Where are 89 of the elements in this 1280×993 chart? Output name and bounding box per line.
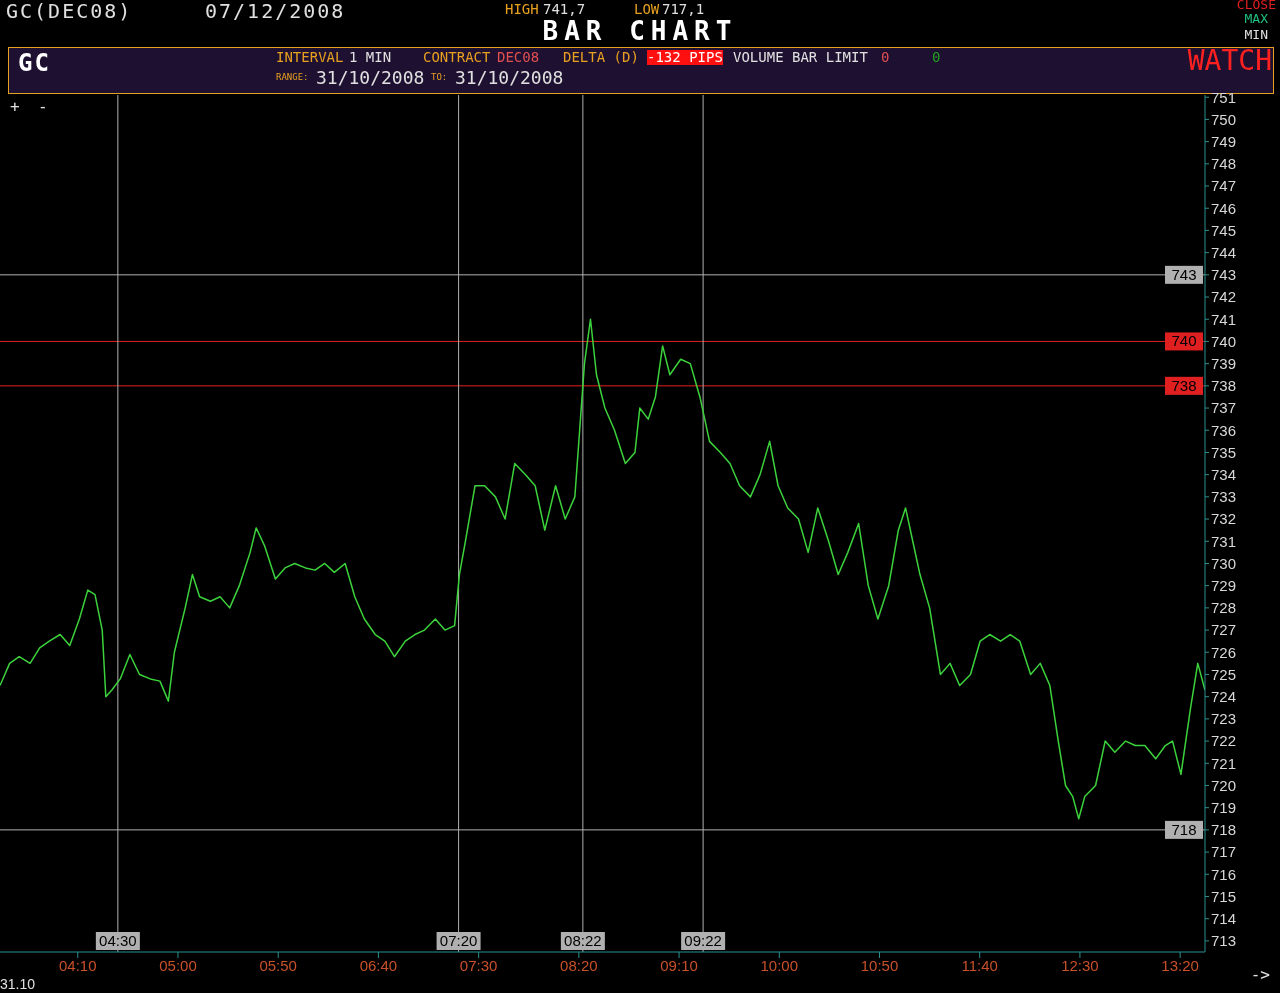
- ref-line-label: 738: [1171, 376, 1197, 394]
- y-tick-label: 719: [1211, 799, 1237, 817]
- text: DEC08: [497, 49, 540, 66]
- ref-line-label: 743: [1171, 265, 1197, 283]
- y-tick-label: 732: [1211, 510, 1237, 528]
- x-tick-label: 05:00: [159, 956, 197, 974]
- ref-line-label: 07:20: [439, 932, 478, 949]
- y-tick-label: 734: [1211, 465, 1237, 483]
- y-tick-label: 740: [1211, 332, 1237, 350]
- x-tick-label: 10:00: [760, 956, 799, 974]
- text: 0: [932, 49, 941, 66]
- text: 741,7: [543, 1, 586, 18]
- y-tick-label: 747: [1211, 177, 1237, 195]
- x-tick-label: 11:40: [961, 956, 998, 974]
- y-tick-label: 751: [1211, 88, 1237, 106]
- y-tick-label: 735: [1211, 443, 1237, 461]
- text: 31.10: [0, 976, 36, 993]
- y-tick-label: 739: [1211, 354, 1237, 372]
- text: CONTRACT: [423, 49, 491, 66]
- y-tick-label: 749: [1211, 132, 1237, 150]
- text: VOLUME BAR LIMIT: [733, 49, 868, 66]
- line-series: [0, 318, 1205, 820]
- text: TO:: [431, 72, 448, 83]
- ref-line-label: 08:22: [564, 932, 602, 949]
- x-tick-label: 10:50: [860, 956, 899, 974]
- ref-line-label: 740: [1171, 332, 1197, 350]
- text: LOW: [634, 1, 660, 18]
- chart-title: BAR CHART: [542, 16, 738, 46]
- x-tick-label: 13:20: [1161, 956, 1199, 974]
- y-tick-label: 718: [1211, 821, 1237, 839]
- text: RANGE:: [276, 72, 309, 83]
- text: WATCH: [1187, 44, 1272, 77]
- text: 31/10/2008: [316, 67, 425, 88]
- y-tick-label: 722: [1211, 732, 1237, 750]
- y-tick-label: 733: [1211, 488, 1237, 506]
- x-tick-label: 09:10: [660, 956, 698, 974]
- ref-line-label: 718: [1171, 820, 1197, 838]
- text: 31/10/2008: [455, 67, 564, 88]
- text: MIN: [1244, 27, 1268, 43]
- text: 717,1: [662, 1, 705, 18]
- y-tick-label: 750: [1211, 110, 1237, 128]
- y-tick-label: 729: [1211, 576, 1237, 594]
- text: CLOSE: [1236, 0, 1276, 13]
- y-tick-label: 723: [1211, 710, 1237, 728]
- y-tick-label: 724: [1211, 688, 1237, 705]
- y-tick-label: 713: [1211, 932, 1237, 950]
- text: 1 MIN: [349, 49, 392, 66]
- y-tick-label: 738: [1211, 377, 1237, 395]
- y-tick-label: 715: [1211, 887, 1237, 905]
- text: -132 PIPS: [647, 49, 723, 66]
- y-tick-label: 728: [1211, 599, 1237, 617]
- y-tick-label: 743: [1211, 266, 1237, 284]
- x-tick-label: 08:20: [560, 956, 598, 974]
- text: GC: [18, 49, 51, 77]
- x-tick-label: 07:30: [459, 956, 498, 974]
- text: MAX: [1244, 11, 1268, 27]
- text: HIGH: [505, 1, 539, 18]
- y-tick-label: 725: [1211, 665, 1237, 683]
- y-tick-label: 714: [1211, 910, 1237, 928]
- x-tick-label: 06:40: [359, 956, 398, 974]
- y-tick-label: 731: [1211, 532, 1237, 550]
- y-tick-label: 717: [1211, 843, 1237, 861]
- y-tick-label: 716: [1211, 865, 1237, 883]
- ref-line-label: 09:22: [684, 932, 722, 949]
- text: DELTA (D): [563, 49, 639, 66]
- y-tick-label: 744: [1211, 243, 1237, 261]
- x-tick-label: 05:50: [259, 956, 297, 974]
- text: INTERVAL: [276, 49, 344, 66]
- y-tick-label: 727: [1211, 621, 1237, 639]
- ref-line-label: 04:30: [99, 932, 137, 949]
- annotation: -: [38, 97, 48, 116]
- y-tick-label: 721: [1211, 754, 1237, 772]
- y-tick-label: 741: [1211, 310, 1237, 328]
- y-tick-label: 737: [1211, 399, 1237, 417]
- text: 07/12/2008: [205, 0, 346, 23]
- text: GC(DEC08): [6, 0, 133, 23]
- text: 0: [881, 49, 890, 66]
- text: ->: [1250, 965, 1270, 984]
- y-tick-label: 726: [1211, 643, 1237, 661]
- x-tick-label: 04:10: [59, 956, 97, 974]
- annotation: +: [10, 97, 20, 116]
- x-tick-label: 12:30: [1061, 956, 1099, 974]
- y-tick-label: 745: [1211, 221, 1237, 239]
- y-tick-label: 746: [1211, 199, 1237, 217]
- y-tick-label: 730: [1211, 554, 1237, 572]
- y-tick-label: 742: [1211, 288, 1237, 306]
- y-tick-label: 736: [1211, 421, 1237, 439]
- y-tick-label: 720: [1211, 776, 1237, 794]
- y-tick-label: 748: [1211, 155, 1237, 173]
